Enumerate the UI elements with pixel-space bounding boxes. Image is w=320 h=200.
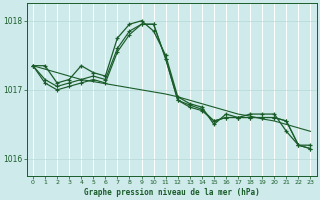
X-axis label: Graphe pression niveau de la mer (hPa): Graphe pression niveau de la mer (hPa)	[84, 188, 260, 197]
